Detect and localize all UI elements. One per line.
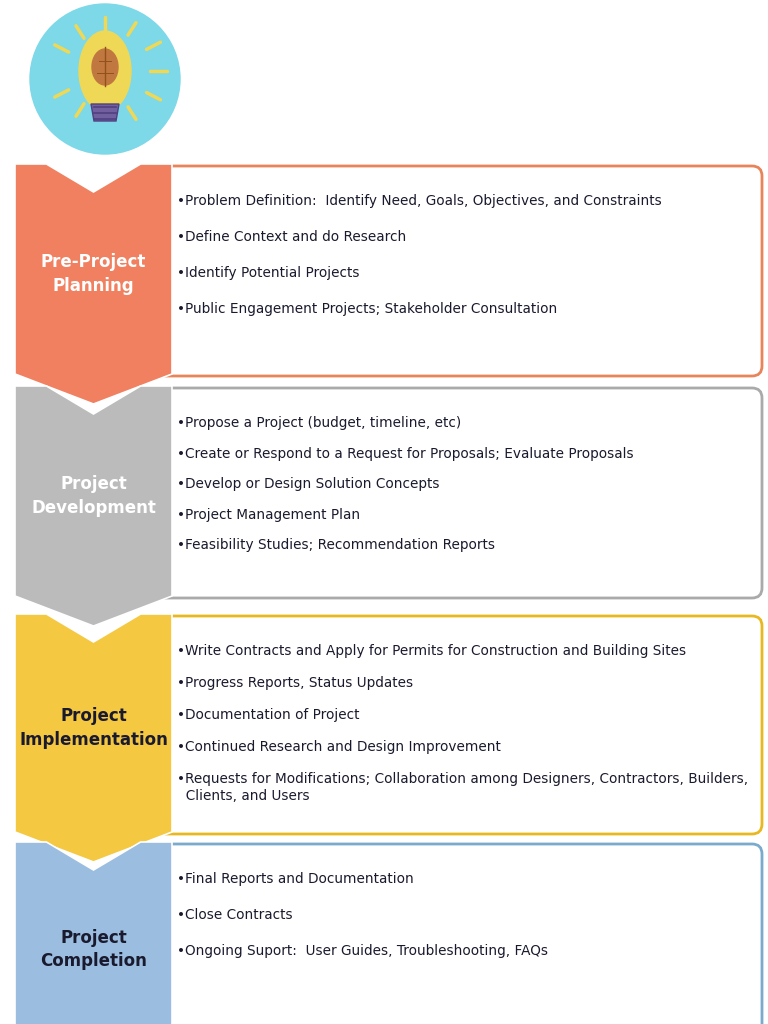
Text: Project
Development: Project Development (31, 475, 156, 517)
FancyBboxPatch shape (152, 616, 762, 834)
Polygon shape (15, 164, 172, 404)
Text: Project
Completion: Project Completion (40, 929, 147, 971)
Text: •Problem Definition:  Identify Need, Goals, Objectives, and Constraints: •Problem Definition: Identify Need, Goal… (177, 194, 662, 208)
Text: •Define Context and do Research: •Define Context and do Research (177, 230, 406, 244)
Polygon shape (91, 104, 119, 121)
Text: •Public Engagement Projects; Stakeholder Consultation: •Public Engagement Projects; Stakeholder… (177, 302, 558, 316)
Text: •Continued Research and Design Improvement: •Continued Research and Design Improveme… (177, 740, 501, 755)
Polygon shape (15, 614, 172, 862)
Text: •Final Reports and Documentation: •Final Reports and Documentation (177, 872, 414, 886)
Polygon shape (15, 842, 172, 1024)
Text: •Progress Reports, Status Updates: •Progress Reports, Status Updates (177, 676, 413, 690)
FancyBboxPatch shape (152, 844, 762, 1024)
FancyBboxPatch shape (152, 166, 762, 376)
Polygon shape (15, 386, 172, 626)
Text: •Develop or Design Solution Concepts: •Develop or Design Solution Concepts (177, 477, 439, 492)
FancyBboxPatch shape (152, 388, 762, 598)
Circle shape (30, 4, 180, 154)
Text: •Write Contracts and Apply for Permits for Construction and Building Sites: •Write Contracts and Apply for Permits f… (177, 644, 686, 658)
Text: •Project Management Plan: •Project Management Plan (177, 508, 360, 521)
Ellipse shape (92, 49, 118, 85)
Text: •Requests for Modifications; Collaboration among Designers, Contractors, Builder: •Requests for Modifications; Collaborati… (177, 772, 748, 803)
Text: •Feasibility Studies; Recommendation Reports: •Feasibility Studies; Recommendation Rep… (177, 539, 495, 552)
Text: •Propose a Project (budget, timeline, etc): •Propose a Project (budget, timeline, et… (177, 416, 462, 430)
Text: Project
Implementation: Project Implementation (19, 708, 168, 749)
Text: •Close Contracts: •Close Contracts (177, 908, 293, 922)
Text: •Identify Potential Projects: •Identify Potential Projects (177, 266, 359, 280)
Ellipse shape (79, 31, 131, 111)
Text: •Ongoing Suport:  User Guides, Troubleshooting, FAQs: •Ongoing Suport: User Guides, Troublesho… (177, 944, 548, 958)
Text: Pre-Project
Planning: Pre-Project Planning (41, 253, 146, 295)
Text: •Create or Respond to a Request for Proposals; Evaluate Proposals: •Create or Respond to a Request for Prop… (177, 446, 634, 461)
Text: •Documentation of Project: •Documentation of Project (177, 709, 359, 722)
